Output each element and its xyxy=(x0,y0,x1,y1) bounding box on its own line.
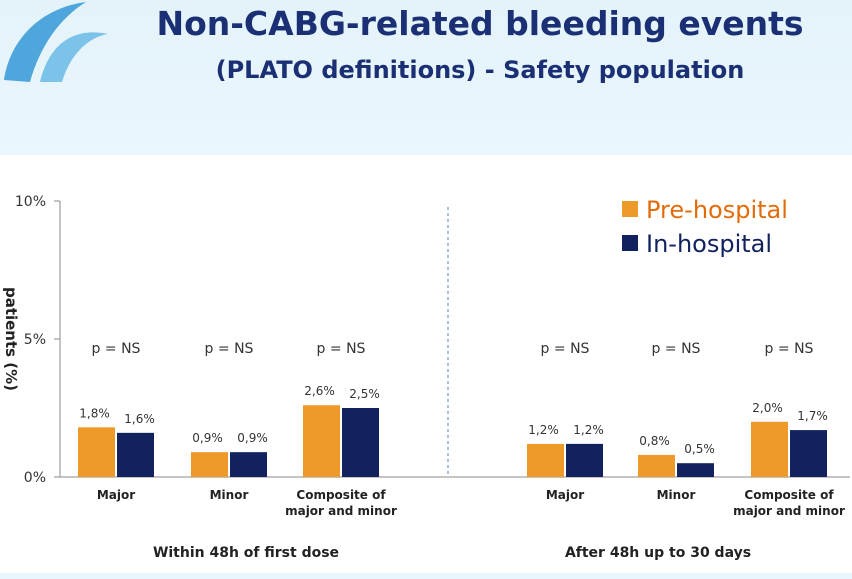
bar-in-hospital xyxy=(230,452,267,477)
bar-in-hospital xyxy=(566,443,603,477)
y-tick-label: 0% xyxy=(24,470,46,486)
bar-pre-hospital xyxy=(78,427,115,477)
data-label: 0,9% xyxy=(192,431,223,445)
data-label: 1,8% xyxy=(79,406,110,420)
p-value-label: p = NS xyxy=(92,341,141,357)
data-label: 1,6% xyxy=(124,412,155,426)
data-label: 0,8% xyxy=(639,434,670,448)
bar-in-hospital xyxy=(677,463,714,477)
p-value-label: p = NS xyxy=(541,341,590,357)
p-value-label: p = NS xyxy=(765,341,814,357)
legend-entry: Pre-hospital xyxy=(646,196,788,224)
category-label: Major xyxy=(97,488,135,502)
data-label: 0,5% xyxy=(684,442,715,456)
category-label: Major xyxy=(546,488,584,502)
data-label: 2,5% xyxy=(349,387,380,401)
category-label: Composite of xyxy=(744,488,834,502)
data-label: 1,7% xyxy=(797,409,828,423)
data-label: 1,2% xyxy=(528,423,559,437)
bar-chart: patients (%) 0% 5% 10% 1,8% 1,6% p = NS Major 0,… xyxy=(2,194,850,561)
y-tick-label: 5% xyxy=(24,332,46,348)
slide-title: Non-CABG-related bleeding events xyxy=(156,4,804,43)
category-label: Composite of xyxy=(296,488,386,502)
bar-in-hospital xyxy=(790,430,827,477)
bar-in-hospital xyxy=(342,408,379,477)
p-value-label: p = NS xyxy=(652,341,701,357)
data-label: 2,0% xyxy=(752,401,783,415)
data-label: 1,2% xyxy=(573,423,604,437)
bar-pre-hospital xyxy=(191,452,228,477)
wave-logo-icon xyxy=(4,2,108,82)
legend-entry: In-hospital xyxy=(646,230,772,258)
bar-in-hospital xyxy=(117,432,154,477)
slide-subtitle: (PLATO definitions) - Safety population xyxy=(215,56,745,84)
chart-panel: patients (%) 0% 5% 10% 1,8% 1,6% p = NS Major 0,… xyxy=(0,155,852,573)
data-label: 2,6% xyxy=(304,384,335,398)
category-label: Minor xyxy=(657,488,696,502)
p-value-label: p = NS xyxy=(205,341,254,357)
category-label: major and minor xyxy=(285,504,397,518)
data-label: 0,9% xyxy=(237,431,268,445)
bar-pre-hospital xyxy=(527,443,564,477)
group-label: After 48h up to 30 days xyxy=(565,545,751,561)
y-tick-label: 10% xyxy=(15,194,46,210)
legend-swatch xyxy=(622,201,638,217)
category-label: Minor xyxy=(210,488,249,502)
category-label: major and minor xyxy=(733,504,845,518)
y-axis-label: patients (%) xyxy=(2,287,20,391)
group-label: Within 48h of first dose xyxy=(153,545,339,561)
bar-pre-hospital xyxy=(638,454,675,477)
bar-pre-hospital xyxy=(751,421,788,477)
p-value-label: p = NS xyxy=(317,341,366,357)
legend-swatch xyxy=(622,235,638,251)
slide-header: Non-CABG-related bleeding events (PLATO … xyxy=(0,0,852,155)
bar-pre-hospital xyxy=(303,405,340,477)
